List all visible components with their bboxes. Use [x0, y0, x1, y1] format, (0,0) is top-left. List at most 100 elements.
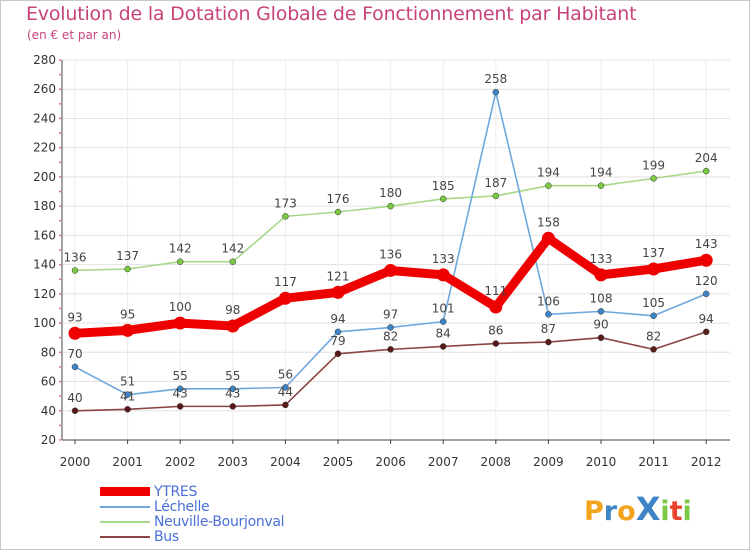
data-label-ytres-2001: 95	[120, 307, 135, 321]
y-minor-tick	[59, 88, 61, 91]
y-minor-tick	[59, 351, 61, 354]
logo-letter: P	[584, 496, 604, 527]
data-label-bus-2011: 82	[646, 329, 661, 343]
logo-letter: o	[617, 496, 636, 527]
legend-label-neuville-bourjonval: Neuville-Bourjonval	[154, 513, 285, 530]
point-bus-2005	[334, 350, 342, 358]
data-label-neuville-bourjonval-2007: 185	[432, 179, 455, 193]
x-tick-label-2002: 2002	[165, 455, 196, 469]
data-label-neuville-bourjonval-2002: 142	[169, 242, 192, 256]
y-minor-tick	[59, 366, 61, 368]
point-lechelle-2007	[439, 318, 447, 325]
y-minor-tick	[59, 395, 61, 398]
point-bus-2007	[439, 343, 447, 350]
point-neuville-bourjonval-2011	[650, 175, 657, 182]
data-label-ytres-2002: 100	[169, 300, 192, 314]
data-label-lechelle-2001: 51	[120, 375, 135, 389]
y-minor-tick	[59, 102, 61, 105]
y-minor-tick	[59, 161, 61, 164]
data-label-ytres-2006: 136	[379, 247, 402, 261]
point-neuville-bourjonval-2007	[439, 195, 447, 203]
point-lechelle-2009	[545, 311, 552, 318]
chart-legend: YTRES Léchelle Neuville-Bourjonval Bus	[100, 483, 285, 545]
legend-label-bus: Bus	[154, 528, 179, 545]
y-tick-label-120: 120	[33, 287, 56, 301]
data-label-ytres-2000: 93	[67, 310, 82, 324]
y-minor-tick	[59, 439, 61, 441]
legend-item-lechelle: Léchelle	[100, 498, 284, 515]
point-neuville-bourjonval-2002	[176, 258, 184, 265]
legend-item-bus: Bus	[100, 528, 284, 545]
data-label-lechelle-2000: 70	[67, 347, 82, 361]
point-lechelle-2006	[387, 324, 394, 331]
point-bus-2003	[229, 403, 237, 410]
point-bus-2000	[71, 407, 79, 415]
y-tick-label-180: 180	[33, 199, 56, 213]
point-ytres-2010	[594, 268, 608, 282]
point-neuville-bourjonval-2012	[702, 167, 710, 175]
data-label-lechelle-2005: 94	[330, 312, 345, 326]
chart-title: Evolution de la Dotation Globale de Fonc…	[26, 3, 637, 25]
y-tick-label-100: 100	[33, 316, 56, 330]
point-bus-2012	[702, 328, 710, 336]
chart-subtitle: (en € et par an)	[27, 28, 122, 42]
point-neuville-bourjonval-2001	[124, 265, 131, 273]
logo-letter: i	[682, 496, 692, 527]
legend-label-ytres: YTRES	[154, 483, 198, 500]
data-label-neuville-bourjonval-2012: 204	[695, 151, 718, 165]
y-minor-tick	[59, 424, 61, 427]
y-tick-label-20: 20	[41, 433, 56, 447]
data-label-ytres-2007: 133	[432, 252, 455, 266]
y-minor-tick	[59, 307, 61, 310]
data-label-neuville-bourjonval-2009: 194	[537, 166, 560, 180]
point-ytres-2009	[541, 231, 555, 245]
point-bus-2004	[282, 401, 289, 409]
point-ytres-2005	[331, 285, 345, 299]
point-ytres-2007	[436, 268, 450, 282]
legend-label-lechelle: Léchelle	[154, 498, 210, 515]
data-label-ytres-2010: 133	[590, 252, 613, 266]
data-label-neuville-bourjonval-2000: 136	[64, 250, 87, 264]
y-minor-tick	[59, 73, 61, 76]
x-tick-label-2003: 2003	[218, 455, 249, 469]
data-label-neuville-bourjonval-2004: 173	[274, 196, 297, 210]
logo-letter: t	[669, 496, 683, 527]
logo-letter: i	[660, 496, 670, 527]
point-neuville-bourjonval-2005	[334, 208, 342, 216]
x-tick-label-2007: 2007	[428, 455, 459, 469]
point-neuville-bourjonval-2003	[229, 258, 237, 265]
data-label-neuville-bourjonval-2003: 142	[221, 242, 244, 256]
data-label-bus-2002: 43	[173, 386, 188, 400]
point-bus-2006	[387, 346, 394, 353]
y-minor-tick	[59, 249, 61, 251]
data-label-lechelle-2011: 105	[642, 296, 665, 310]
data-label-ytres-2005: 121	[327, 269, 350, 283]
y-minor-tick	[59, 190, 61, 193]
x-tick-label-2004: 2004	[270, 455, 301, 469]
point-lechelle-2000	[71, 363, 79, 371]
y-minor-tick	[59, 336, 61, 339]
y-tick-label-260: 260	[33, 82, 56, 96]
data-label-ytres-2009: 158	[537, 215, 560, 229]
point-ytres-2006	[384, 263, 398, 277]
y-minor-tick	[59, 176, 61, 178]
y-tick-label-40: 40	[41, 404, 56, 418]
y-tick-label-220: 220	[33, 141, 56, 155]
point-ytres-2003	[226, 319, 240, 333]
logo-letter: X	[635, 490, 661, 528]
data-label-lechelle-2004: 56	[278, 367, 293, 381]
y-tick-label-60: 60	[41, 375, 56, 389]
point-lechelle-2001	[124, 391, 131, 398]
x-tick-label-2011: 2011	[638, 455, 669, 469]
point-ytres-2011	[647, 262, 661, 276]
data-label-bus-2000: 40	[67, 391, 82, 405]
data-label-bus-2009: 87	[541, 322, 556, 336]
data-label-lechelle-2012: 120	[695, 274, 718, 288]
x-tick-label-2001: 2001	[112, 455, 143, 469]
data-label-ytres-2003: 98	[225, 303, 240, 317]
point-bus-2010	[597, 334, 605, 341]
data-label-lechelle-2007: 101	[432, 302, 455, 316]
data-label-bus-2007: 84	[436, 326, 451, 340]
data-label-neuville-bourjonval-2006: 180	[379, 186, 402, 200]
